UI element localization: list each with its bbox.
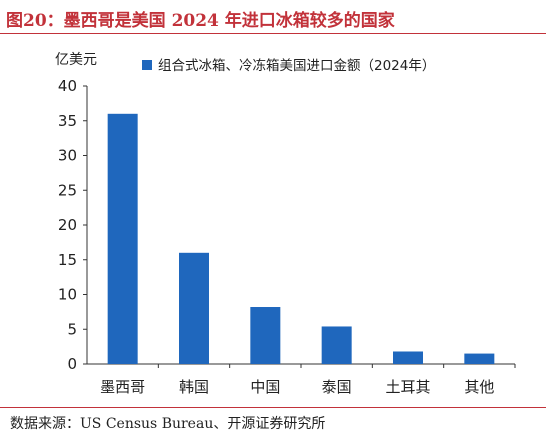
x-tick-label: 韩国 xyxy=(179,378,209,396)
bar-3 xyxy=(321,326,352,364)
bars xyxy=(107,113,495,364)
x-tick-labels: 墨西哥 韩国 中国 泰国 土耳其 其他 xyxy=(100,364,516,396)
y-tick-label: 10 xyxy=(58,286,77,304)
x-tick-label: 土耳其 xyxy=(385,378,430,396)
bar-1 xyxy=(179,252,209,364)
y-tick-label: 35 xyxy=(58,112,77,130)
x-tick-label: 墨西哥 xyxy=(100,378,145,396)
x-tick-label: 中国 xyxy=(250,378,280,396)
y-tick-label: 5 xyxy=(67,320,77,338)
bar-chart: 亿美元 组合式冰箱、冷冻箱美国进口金额（2024年） 0 5 10 15 20 25 30 3… xyxy=(55,52,516,396)
y-tick-label: 30 xyxy=(58,147,77,165)
bar-0 xyxy=(107,113,138,364)
bar-4 xyxy=(393,351,423,364)
y-tick-label: 25 xyxy=(58,181,77,199)
bar-5 xyxy=(464,353,495,364)
x-tick-label: 泰国 xyxy=(322,378,352,396)
title-divider xyxy=(0,33,546,34)
legend-swatch xyxy=(142,60,152,70)
y-tick-label: 40 xyxy=(58,77,77,95)
y-tick-label: 15 xyxy=(58,251,77,269)
y-ticks: 0 5 10 15 20 25 30 35 40 xyxy=(58,77,87,373)
y-axis-label: 亿美元 xyxy=(55,52,97,68)
figure-title: 图20：墨西哥是美国 2024 年进口冰箱较多的国家 xyxy=(6,11,395,31)
source-divider xyxy=(0,407,546,408)
y-tick-label: 0 xyxy=(67,355,77,373)
source-note: 数据来源：US Census Bureau、开源证券研究所 xyxy=(10,416,326,432)
x-tick-label: 其他 xyxy=(464,378,494,396)
bar-2 xyxy=(250,307,281,364)
legend-label: 组合式冰箱、冷冻箱美国进口金额（2024年） xyxy=(158,58,435,74)
y-tick-label: 20 xyxy=(58,216,77,234)
